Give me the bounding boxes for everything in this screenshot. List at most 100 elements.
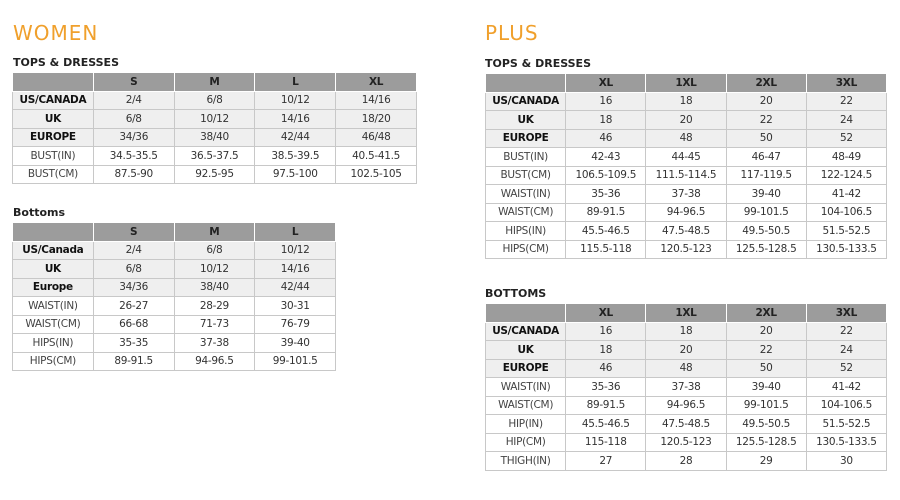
table-cell: 2/4 — [92, 240, 175, 260]
table-cell: 45.5-46.5 — [565, 221, 647, 241]
column-header: 2XL — [725, 73, 807, 93]
table-cell: 42/44 — [254, 277, 336, 297]
table-cell: 130.5-133.5 — [805, 432, 888, 452]
table-row: HIP(CM) 115-118 120.5-123 125.5-128.5 130.5-… — [484, 432, 888, 452]
table-cell: 115-118 — [565, 432, 647, 452]
column-header: XL — [565, 73, 647, 93]
table-cell: 10/12 — [254, 240, 336, 260]
table-cell: 104-106.5 — [805, 395, 888, 415]
table-cell: 49.5-50.5 — [725, 221, 807, 241]
table-cell: 36.5-37.5 — [173, 146, 256, 166]
table-row: WAIST(CM) 66-68 71-73 76-79 — [12, 314, 336, 334]
column-header: L — [254, 72, 337, 92]
women-tops-title: TOPS & DRESSES — [13, 56, 119, 69]
table-cell: 42-43 — [565, 147, 647, 167]
table-cell: 2/4 — [92, 90, 175, 110]
row-label: UK — [484, 110, 567, 130]
table-row: BUST(IN) 42-43 44-45 46-47 48-49 — [484, 147, 888, 167]
table-cell: 37-38 — [645, 377, 727, 397]
table-cell: 122-124.5 — [805, 165, 888, 185]
table-cell: 66-68 — [92, 314, 175, 334]
header-row: S M L XL — [12, 72, 417, 92]
table-cell: 37-38 — [173, 333, 256, 353]
table-row: BUST(IN) 34.5-35.5 36.5-37.5 38.5-39.5 40.5-… — [12, 146, 417, 166]
column-header: XL — [335, 72, 417, 92]
table-row: UK 6/8 10/12 14/16 — [12, 259, 336, 279]
plus-bottoms-table: XL 1XL 2XL 3XL US/CANADA 16 18 20 22 UK 18 20 22 24 EU… — [484, 303, 888, 471]
column-header: L — [254, 222, 336, 242]
column-header: XL — [565, 303, 647, 323]
row-label: EUROPE — [484, 358, 567, 378]
table-cell: 46-47 — [725, 147, 807, 167]
table-cell: 39-40 — [254, 333, 336, 353]
table-cell: 94-96.5 — [645, 395, 727, 415]
table-cell: 37-38 — [645, 184, 727, 204]
table-cell: 34.5-35.5 — [92, 146, 175, 166]
row-label: HIPS(IN) — [12, 333, 94, 353]
table-cell: 20 — [725, 321, 807, 341]
table-cell: 46/48 — [335, 127, 417, 147]
plus-tops-table: XL 1XL 2XL 3XL US/CANADA 16 18 20 22 UK 18 20 22 24 EU… — [484, 73, 888, 259]
table-cell: 38/40 — [173, 277, 256, 297]
table-cell: 16 — [565, 321, 647, 341]
table-row: BUST(CM) 106.5-109.5 111.5-114.5 117-119.5 1… — [484, 165, 888, 185]
table-cell: 120.5-123 — [645, 239, 727, 259]
table-cell: 41-42 — [805, 377, 888, 397]
table-cell: 18 — [645, 321, 727, 341]
table-cell: 99-101.5 — [725, 395, 807, 415]
table-row: EUROPE 46 48 50 52 — [484, 128, 888, 148]
row-label: US/CANADA — [12, 90, 94, 110]
table-cell: 50 — [725, 358, 807, 378]
table-cell: 51.5-52.5 — [805, 221, 888, 241]
row-label: WAIST(IN) — [12, 296, 94, 316]
row-label: US/CANADA — [484, 321, 567, 341]
table-cell: 18/20 — [335, 109, 417, 129]
table-cell: 20 — [645, 110, 727, 130]
table-cell: 10/12 — [173, 109, 256, 129]
table-row: WAIST(CM) 89-91.5 94-96.5 99-101.5 104-106.5 — [484, 395, 888, 415]
table-cell: 10/12 — [254, 90, 337, 110]
row-label: UK — [12, 109, 94, 129]
table-cell: 38.5-39.5 — [254, 146, 337, 166]
table-cell: 39-40 — [725, 377, 807, 397]
table-cell: 130.5-133.5 — [805, 239, 888, 259]
table-cell: 24 — [805, 110, 888, 130]
plus-title: PLUS — [485, 21, 539, 45]
row-label: EUROPE — [12, 127, 94, 147]
table-row: US/Canada 2/4 6/8 10/12 — [12, 240, 336, 260]
women-bottoms-title: Bottoms — [13, 206, 66, 219]
row-label: Europe — [12, 277, 94, 297]
table-row: US/CANADA 16 18 20 22 — [484, 321, 888, 341]
column-header: 1XL — [645, 73, 727, 93]
table-cell: 27 — [565, 451, 647, 471]
table-cell: 6/8 — [92, 259, 175, 279]
table-cell: 39-40 — [725, 184, 807, 204]
table-cell: 125.5-128.5 — [725, 239, 807, 259]
table-cell: 24 — [805, 340, 888, 360]
row-label: BUST(CM) — [484, 165, 567, 185]
table-row: HIP(IN) 45.5-46.5 47.5-48.5 49.5-50.5 51.5-5… — [484, 414, 888, 434]
table-cell: 22 — [725, 110, 807, 130]
header-row: XL 1XL 2XL 3XL — [484, 73, 888, 93]
table-cell: 44-45 — [645, 147, 727, 167]
row-label: THIGH(IN) — [484, 451, 567, 471]
header-row: XL 1XL 2XL 3XL — [484, 303, 888, 323]
table-cell: 35-36 — [565, 184, 647, 204]
table-row: EUROPE 34/36 38/40 42/44 46/48 — [12, 127, 417, 147]
table-cell: 20 — [645, 340, 727, 360]
table-cell: 99-101.5 — [254, 351, 336, 371]
column-header: M — [173, 72, 256, 92]
women-tops-table: S M L XL US/CANADA 2/4 6/8 10/12 14/16 UK 6/8 10/12… — [12, 72, 417, 184]
plus-bottoms-title: BOTTOMS — [485, 287, 547, 300]
table-cell: 47.5-48.5 — [645, 221, 727, 241]
table-cell: 94-96.5 — [173, 351, 256, 371]
table-cell: 22 — [805, 91, 888, 111]
table-cell: 89-91.5 — [565, 202, 647, 222]
table-cell: 52 — [805, 358, 888, 378]
table-cell: 6/8 — [173, 240, 256, 260]
table-cell: 104-106.5 — [805, 202, 888, 222]
table-row: HIPS(CM) 89-91.5 94-96.5 99-101.5 — [12, 351, 336, 371]
table-cell: 46 — [565, 358, 647, 378]
table-cell: 26-27 — [92, 296, 175, 316]
